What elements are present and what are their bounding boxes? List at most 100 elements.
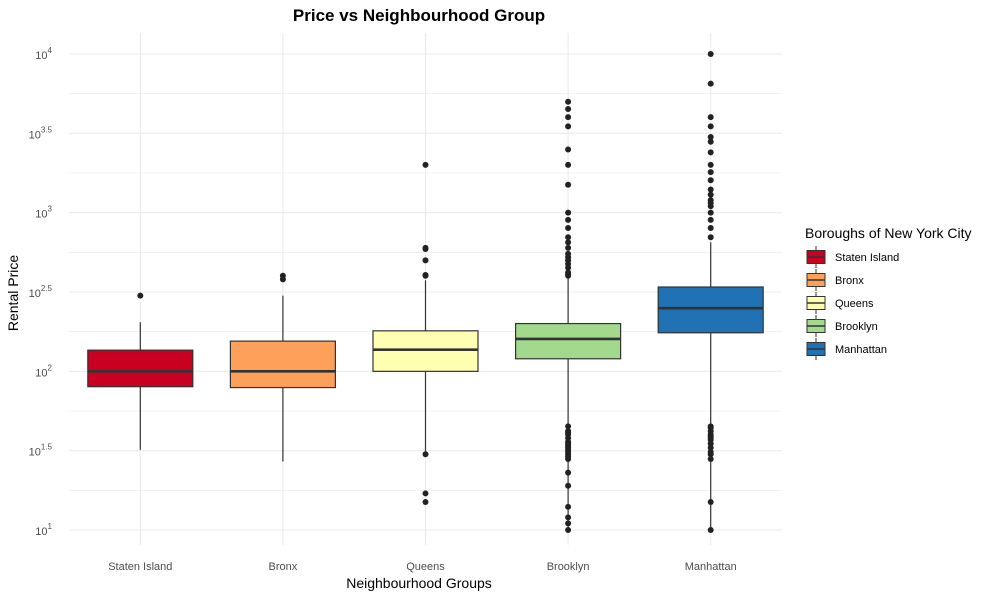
box-bronx <box>230 273 335 462</box>
legend-item: Bronx <box>807 269 864 291</box>
outlier-point <box>565 527 571 533</box>
x-tick-label: Staten Island <box>108 561 172 573</box>
outlier-point <box>708 123 714 129</box>
outlier-point <box>708 169 714 175</box>
box-iqr <box>658 287 763 333</box>
outlier-point <box>708 499 714 505</box>
outlier-point <box>565 225 571 231</box>
legend-item: Manhattan <box>807 338 887 360</box>
outlier-point <box>708 81 714 87</box>
outlier-point <box>137 293 143 299</box>
y-tick-label: 102 <box>35 363 52 379</box>
x-tick-label: Queens <box>406 561 445 573</box>
outlier-point <box>708 423 714 429</box>
outlier-point <box>423 499 429 505</box>
y-tick-exponent: 1.5 <box>41 443 53 452</box>
outlier-point <box>423 490 429 496</box>
outlier-point <box>708 114 714 120</box>
box-iqr <box>373 331 478 372</box>
legend-item: Queens <box>807 292 874 314</box>
x-axis-title: Neighbourhood Groups <box>346 575 492 591</box>
legend-label: Bronx <box>835 275 864 287</box>
outlier-point <box>565 182 571 188</box>
legend-label: Queens <box>835 298 874 310</box>
outlier-point <box>565 147 571 153</box>
y-tick-label: 103.5 <box>29 125 53 141</box>
outlier-point <box>708 527 714 533</box>
y-tick-exponent: 2 <box>48 363 53 372</box>
y-tick-exponent: 1 <box>48 522 53 531</box>
outlier-point <box>708 192 714 198</box>
outlier-point <box>565 123 571 129</box>
y-tick-exponent: 2.5 <box>41 284 53 293</box>
outlier-point <box>423 451 429 457</box>
outlier-point <box>565 162 571 168</box>
legend-title: Boroughs of New York City <box>805 225 972 241</box>
outlier-point <box>423 257 429 263</box>
outlier-point <box>565 514 571 520</box>
y-tick-base: 10 <box>35 367 47 379</box>
outlier-point <box>565 483 571 489</box>
box-iqr <box>88 350 193 387</box>
y-tick-base: 10 <box>29 447 41 459</box>
outlier-point <box>565 504 571 510</box>
x-axis-tick-labels: Staten Island Bronx Queens Brooklyn Manhatta… <box>108 561 737 573</box>
outlier-point <box>708 134 714 140</box>
outlier-point <box>565 217 571 223</box>
x-tick-label: Bronx <box>269 561 298 573</box>
legend-item: Staten Island <box>807 246 899 268</box>
y-tick-label: 101 <box>35 522 52 538</box>
outlier-point <box>565 234 571 240</box>
outlier-point <box>565 210 571 216</box>
legend-label: Brooklyn <box>835 321 878 333</box>
outlier-point <box>708 51 714 57</box>
outlier-point <box>565 520 571 526</box>
box-iqr <box>516 324 621 359</box>
outlier-point <box>565 99 571 105</box>
y-tick-label: 104 <box>35 46 52 62</box>
outlier-point <box>708 149 714 155</box>
outlier-point <box>708 210 714 216</box>
outlier-point <box>708 162 714 168</box>
y-tick-exponent: 3.5 <box>41 125 53 134</box>
y-tick-base: 10 <box>29 288 41 300</box>
y-tick-base: 10 <box>35 526 47 538</box>
y-tick-label: 102.5 <box>29 284 53 300</box>
outlier-point <box>565 423 571 429</box>
outlier-point <box>565 114 571 120</box>
y-tick-exponent: 4 <box>48 46 53 55</box>
outlier-point <box>565 470 571 476</box>
y-tick-label: 101.5 <box>29 443 53 459</box>
legend: Boroughs of New York City Staten Island B… <box>805 225 972 360</box>
outlier-point <box>708 225 714 231</box>
x-tick-label: Brooklyn <box>547 561 590 573</box>
chart-title: Price vs Neighbourhood Group <box>293 6 545 25</box>
outlier-point <box>565 245 571 251</box>
x-tick-label: Manhattan <box>685 561 737 573</box>
outlier-point <box>708 217 714 223</box>
outlier-point <box>565 106 571 112</box>
legend-item: Brooklyn <box>807 315 878 337</box>
y-tick-label: 103 <box>35 205 52 221</box>
outlier-point <box>423 245 429 251</box>
outlier-point <box>423 162 429 168</box>
outlier-point <box>565 251 571 257</box>
y-axis-title: Rental Price <box>5 255 21 331</box>
box-iqr <box>230 341 335 387</box>
legend-label: Manhattan <box>835 344 887 356</box>
outlier-point <box>708 234 714 240</box>
outlier-point <box>280 273 286 279</box>
outlier-point <box>708 197 714 203</box>
box-brooklyn <box>516 99 621 533</box>
outlier-point <box>708 186 714 192</box>
legend-label: Staten Island <box>835 252 899 264</box>
y-tick-base: 10 <box>35 209 47 221</box>
outlier-point <box>423 272 429 278</box>
y-tick-base: 10 <box>35 50 47 62</box>
y-tick-exponent: 3 <box>48 205 53 214</box>
outlier-point <box>565 239 571 245</box>
outlier-point <box>708 177 714 183</box>
y-tick-base: 10 <box>29 129 41 141</box>
